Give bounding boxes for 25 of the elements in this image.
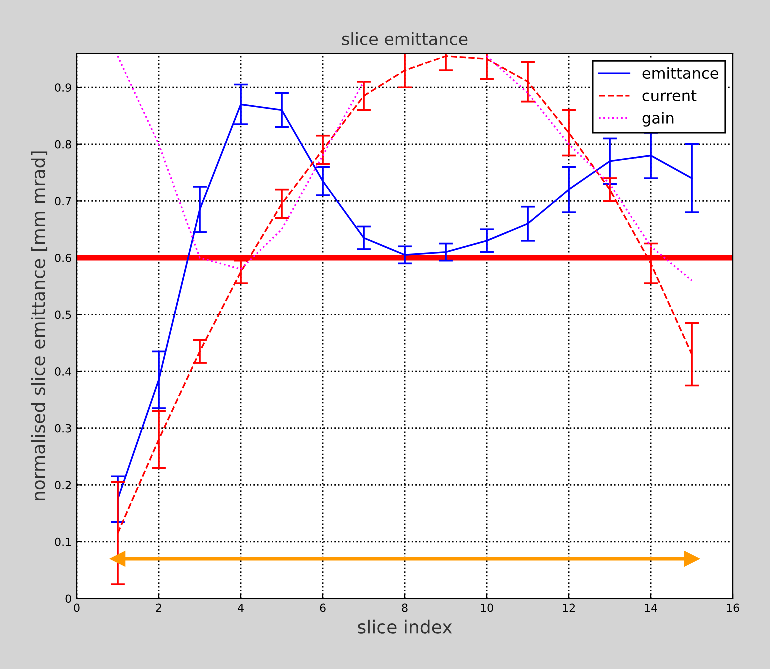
x-tick-label: 6 [320,604,326,612]
x-tick-label: 2 [156,604,162,612]
legend-label: emittance [642,67,718,80]
y-tick-label: 0.4 [55,368,72,376]
y-tick-label: 0.6 [55,254,72,262]
x-tick-label: 4 [238,604,244,612]
x-tick-label: 12 [563,604,575,612]
y-tick-label: 0 [66,594,72,604]
chart-title: slice emittance [342,32,468,46]
x-tick-label: 14 [645,604,658,612]
y-tick-label: 0.3 [55,424,72,433]
y-tick-label: 0.7 [55,197,72,206]
x-tick-label: 8 [402,604,408,612]
legend-label: current [642,90,697,102]
y-tick-label: 0.9 [55,84,72,92]
y-axis-title: normalised slice emittance [mm mrad] [31,152,48,500]
y-tick-label: 0.8 [55,140,72,149]
y-tick-label: 0.5 [55,310,72,320]
x-axis-title: slice index [358,620,452,634]
y-tick-label: 0.2 [55,481,72,490]
y-tick-label: 0.1 [55,538,72,546]
x-tick-label: 16 [727,604,740,612]
x-tick-label: 0 [74,604,80,612]
legend-label: gain [642,112,674,127]
x-tick-label: 10 [481,604,494,612]
